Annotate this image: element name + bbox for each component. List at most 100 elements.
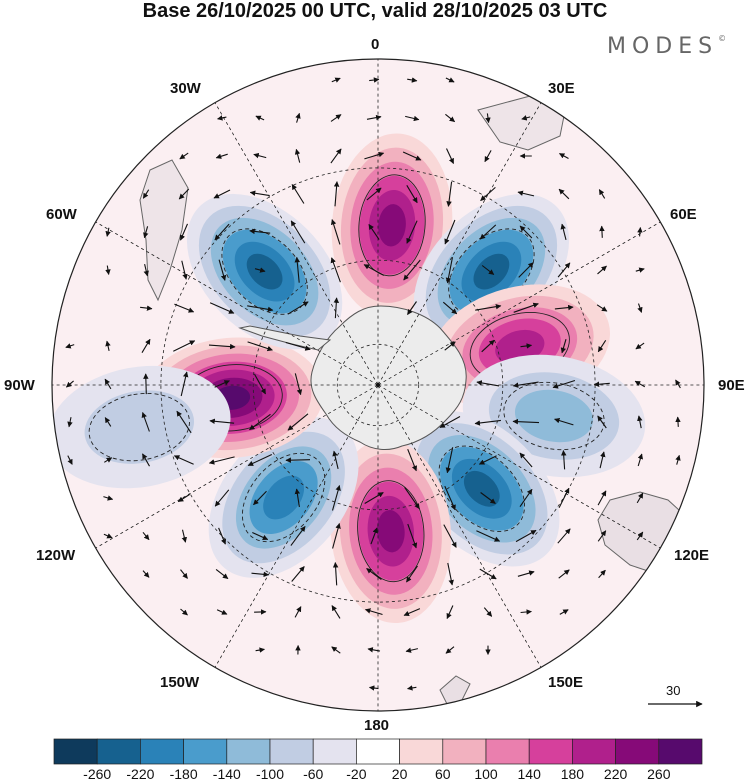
lon-label-90e: 90E xyxy=(718,377,745,394)
wind-vector xyxy=(291,184,305,204)
wind-vector xyxy=(331,605,341,619)
wind-vector xyxy=(445,646,455,654)
colorbar-tick-label: 60 xyxy=(435,766,451,782)
wind-vector xyxy=(444,485,456,511)
wind-vector xyxy=(103,495,114,501)
wind-vector xyxy=(518,262,534,278)
wind-vectors xyxy=(65,77,681,691)
colorbar-tick-label: -180 xyxy=(169,766,198,782)
wind-vector xyxy=(285,341,311,351)
wind-vector xyxy=(597,340,607,353)
wind-vector xyxy=(141,411,150,432)
meridian-line xyxy=(377,102,542,385)
anomaly-contour xyxy=(463,470,500,507)
logo-mark: © xyxy=(718,34,727,43)
wind-vector xyxy=(254,373,266,395)
colorbar-swatch xyxy=(615,738,660,765)
meridian-line xyxy=(377,385,542,668)
wind-vector xyxy=(558,188,570,200)
wind-vector xyxy=(105,265,111,275)
wind-vector xyxy=(406,220,418,244)
map-border xyxy=(51,58,705,712)
colorbar-tick-label: -60 xyxy=(303,766,324,782)
wind-vector xyxy=(675,379,681,389)
wind-vector xyxy=(364,608,383,616)
colorbar-tick-label: 220 xyxy=(603,766,628,782)
wind-vector xyxy=(402,151,422,161)
wind-vector xyxy=(404,486,420,510)
wind-vector xyxy=(287,301,309,315)
wind-vector xyxy=(597,415,607,429)
contour-line xyxy=(358,174,426,277)
logo-text: MODES xyxy=(607,34,719,59)
wind-vector xyxy=(330,148,342,164)
wind-vector xyxy=(180,371,189,397)
latitude-circle xyxy=(336,343,420,427)
wind-vector xyxy=(252,531,269,541)
colorbar-swatch xyxy=(658,738,703,765)
wind-vector xyxy=(291,566,305,582)
wind-vector xyxy=(560,450,567,470)
wind-vector xyxy=(558,569,570,579)
wind-vector xyxy=(520,609,532,615)
colorbar-tick-label: -20 xyxy=(346,766,367,782)
lon-label-120e: 120E xyxy=(674,547,710,564)
wind-vector xyxy=(208,456,235,465)
wind-vector xyxy=(675,416,681,427)
wind-vector xyxy=(368,223,380,240)
colorbar-swatch xyxy=(140,738,184,765)
wind-vector xyxy=(173,340,196,352)
colorbar-tick-label: 260 xyxy=(647,766,671,782)
meridian-line xyxy=(378,384,661,549)
wind-vector xyxy=(439,416,461,428)
colorbar-tick-label: -100 xyxy=(255,766,285,782)
map-title: Base 26/10/2025 00 UTC, valid 28/10/2025… xyxy=(142,0,608,22)
wind-vector xyxy=(217,115,227,121)
anomaly-center-negative xyxy=(52,365,231,489)
wind-vector xyxy=(295,112,301,123)
wind-vector xyxy=(364,151,385,160)
wind-vector xyxy=(247,341,273,352)
wind-vector xyxy=(443,524,457,548)
wind-vector xyxy=(331,484,341,511)
latitude-circle xyxy=(252,259,504,511)
wind-vector xyxy=(142,453,150,467)
wind-vector xyxy=(214,223,230,241)
wind-vector xyxy=(478,455,497,465)
modes-logo: MODES© xyxy=(607,34,726,59)
wind-vector xyxy=(480,492,496,504)
wind-vector xyxy=(403,608,421,616)
wind-vector xyxy=(140,305,153,311)
wind-vector xyxy=(369,77,380,83)
wind-vector xyxy=(403,259,421,281)
reference-vector-label: 30 xyxy=(666,683,681,698)
meridian-line xyxy=(214,385,379,668)
lon-label-30w: 30W xyxy=(170,80,201,97)
wind-vector xyxy=(479,224,497,240)
wind-vector xyxy=(363,264,385,276)
wind-vector xyxy=(142,531,150,541)
wind-vector xyxy=(209,302,235,314)
wind-vector xyxy=(559,153,569,159)
wind-vector xyxy=(208,343,236,350)
wind-vector xyxy=(180,608,188,616)
wind-vector xyxy=(637,415,643,429)
wind-vector xyxy=(444,219,456,245)
meridian-line xyxy=(378,221,661,386)
wind-vector xyxy=(332,562,339,586)
wind-vector xyxy=(598,569,606,579)
wind-vector xyxy=(254,267,266,273)
wind-vector xyxy=(142,570,150,578)
wind-vector xyxy=(483,607,493,617)
south-pole-dot xyxy=(376,383,380,387)
colorbar-swatch xyxy=(485,738,530,765)
colorbar-swatch xyxy=(356,738,400,765)
south-america-land xyxy=(139,159,189,302)
wind-vector xyxy=(407,523,418,549)
colorbar-swatch xyxy=(226,738,271,765)
lon-label-30e: 30E xyxy=(548,80,575,97)
wind-vector xyxy=(406,565,418,583)
wind-vector xyxy=(142,189,150,199)
wind-vector xyxy=(178,188,190,200)
anomaly-contour xyxy=(84,390,195,464)
